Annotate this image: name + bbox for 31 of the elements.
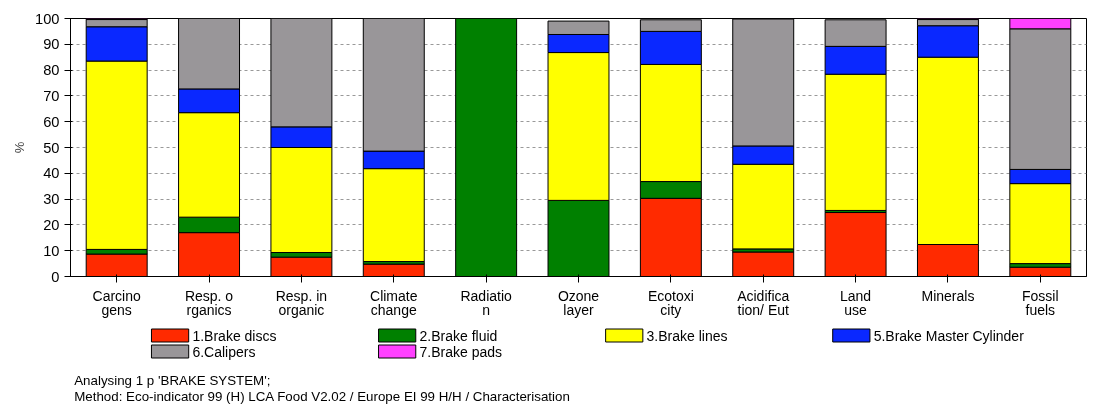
x-tick-label: Radiatio n (460, 287, 513, 318)
y-tick-label: 50 (43, 139, 60, 156)
legend-label: 6.Calipers (192, 343, 256, 360)
x-tick-label: Resp. o rganics (184, 287, 234, 318)
x-tick-label: Climate change (370, 287, 418, 318)
y-tick-label: 20 (43, 216, 60, 233)
x-tick-label: Fossil fuels (1022, 287, 1059, 318)
y-axis-title: % (12, 141, 28, 154)
legend-label: 3.Brake lines (646, 327, 728, 344)
x-tick-label: Minerals (921, 287, 975, 304)
legend-label: 1.Brake discs (192, 327, 277, 344)
y-tick-label: 0 (51, 268, 60, 285)
legend-label: 2.Brake fluid (419, 327, 498, 344)
x-tick-label: Ecotoxi city (647, 287, 694, 318)
y-tick-label: 80 (43, 62, 60, 79)
x-tick-label: Carcino gens (92, 287, 142, 318)
x-tick-label: Ozone layer (557, 287, 600, 318)
y-tick-label: 60 (43, 113, 60, 130)
x-tick-label: Resp. in organic (275, 287, 328, 318)
legend-label: 5.Brake Master Cylinder (873, 327, 1025, 344)
y-tick-label: 30 (43, 191, 60, 208)
x-tick-label: Acidifica tion/ Eut (737, 287, 790, 318)
y-tick-label: 40 (43, 165, 60, 182)
y-tick-label: 90 (43, 36, 60, 53)
y-tick-label: 100 (35, 10, 60, 27)
x-tick-label: Land use (840, 287, 872, 318)
y-tick-label: 10 (43, 242, 60, 259)
legend-label: 7.Brake pads (419, 343, 502, 360)
y-tick-label: 70 (43, 87, 60, 104)
text: Analysing 1 p 'BRAKE SYSTEM'; (74, 372, 271, 388)
text: Method: Eco-indicator 99 (H) LCA Food V2.02 / Europe EI 99 H/H / Characterisation (74, 388, 570, 404)
